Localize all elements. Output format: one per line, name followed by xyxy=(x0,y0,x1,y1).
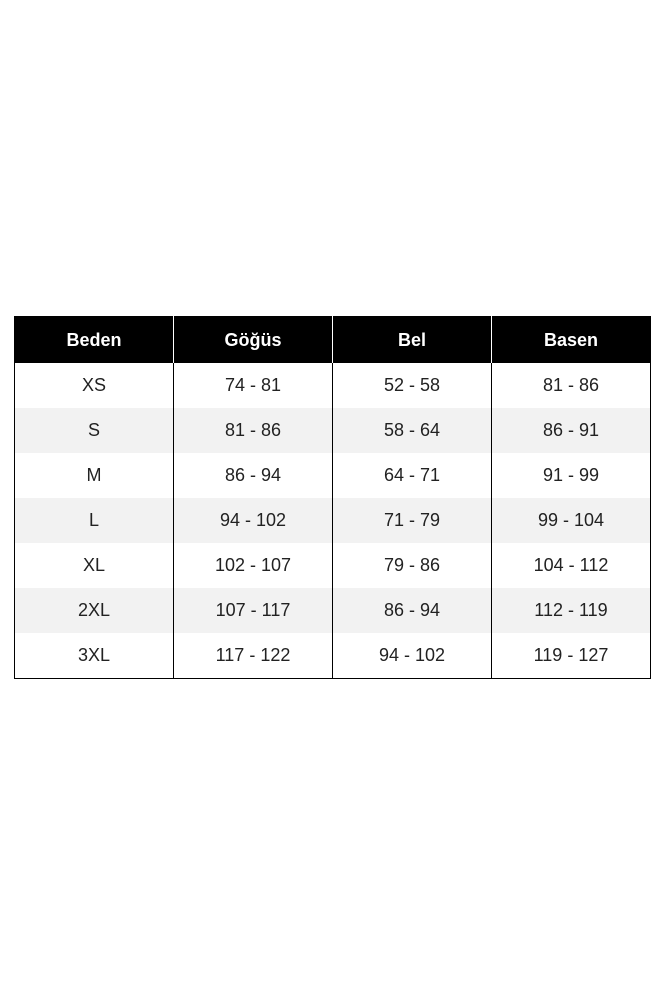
cell-hip: 86 - 91 xyxy=(491,408,651,453)
cell-waist: 86 - 94 xyxy=(332,588,492,633)
cell-size: S xyxy=(14,408,174,453)
table-row: XS 74 - 81 52 - 58 81 - 86 xyxy=(15,363,651,408)
cell-hip: 81 - 86 xyxy=(491,363,651,408)
cell-hip: 99 - 104 xyxy=(491,498,651,543)
cell-chest: 81 - 86 xyxy=(173,408,333,453)
size-chart-table: Beden Göğüs Bel Basen XS 74 - 81 52 - 58 81… xyxy=(14,316,651,679)
cell-waist: 94 - 102 xyxy=(332,633,492,679)
cell-waist: 52 - 58 xyxy=(332,363,492,408)
cell-waist: 64 - 71 xyxy=(332,453,492,498)
header-gogus: Göğüs xyxy=(173,316,333,363)
table-row: XL 102 - 107 79 - 86 104 - 112 xyxy=(15,543,651,588)
cell-size: 2XL xyxy=(14,588,174,633)
cell-size: 3XL xyxy=(77,645,111,665)
table-row: 3XL 117 - 122 94 - 102 119 - 127 xyxy=(15,633,651,679)
cell-chest: 86 - 94 xyxy=(173,453,333,498)
header-row: Beden Göğüs Bel Basen xyxy=(14,316,651,363)
cell-chest: 74 - 81 xyxy=(173,363,333,408)
header-basen: Basen xyxy=(491,316,651,363)
cell-waist: 79 - 86 xyxy=(332,543,492,588)
cell-size: XL xyxy=(82,555,106,575)
header-bel: Bel xyxy=(332,316,492,363)
cell-chest: 94 - 102 xyxy=(173,498,333,543)
cell-chest: 102 - 107 xyxy=(173,543,333,588)
cell-hip: 119 - 127 xyxy=(491,633,651,679)
cell-hip: 112 - 119 xyxy=(491,588,651,633)
cell-hip: 104 - 112 xyxy=(491,543,651,588)
cell-size: XS xyxy=(81,375,106,395)
cell-chest: 107 - 117 xyxy=(173,588,333,633)
header-beden: Beden xyxy=(14,316,174,363)
cell-waist: 71 - 79 xyxy=(332,498,492,543)
table-row: L 94 - 102 71 - 79 99 - 104 xyxy=(14,498,651,543)
table-row: M 86 - 94 64 - 71 91 - 99 xyxy=(15,453,651,498)
cell-size: L xyxy=(14,498,174,543)
cell-size: M xyxy=(86,465,102,485)
cell-hip: 91 - 99 xyxy=(491,453,651,498)
cell-chest: 117 - 122 xyxy=(173,633,333,679)
table-row: 2XL 107 - 117 86 - 94 112 - 119 xyxy=(14,588,651,633)
table-row: S 81 - 86 58 - 64 86 - 91 xyxy=(14,408,651,453)
cell-waist: 58 - 64 xyxy=(332,408,492,453)
